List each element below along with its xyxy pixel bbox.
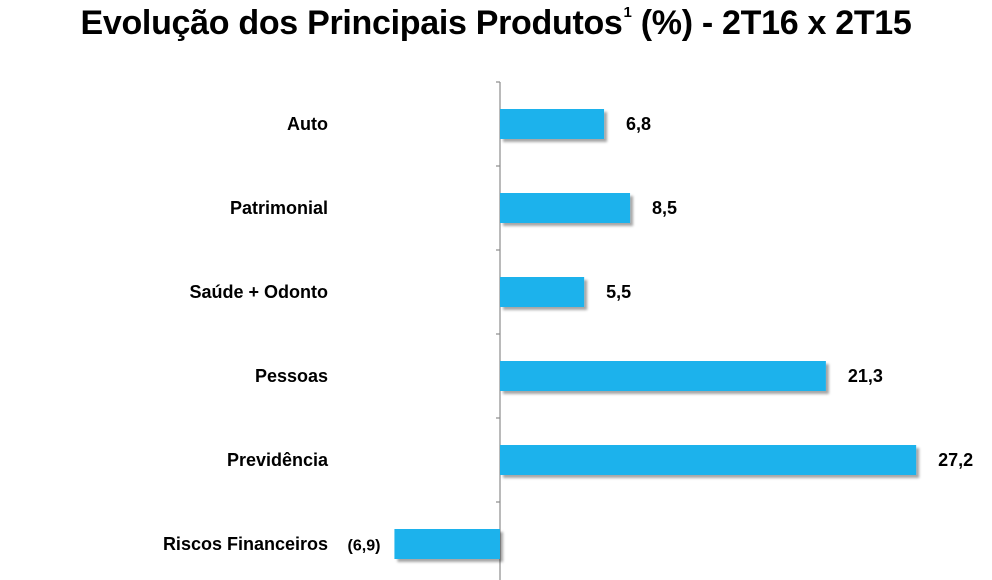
chart-title: Evolução dos Principais Produtos1 (%) - … bbox=[0, 4, 992, 43]
value-label-2: 5,5 bbox=[606, 282, 631, 302]
category-label-1: Patrimonial bbox=[230, 198, 328, 218]
category-label-4: Previdência bbox=[227, 450, 329, 470]
value-label-4: 27,2 bbox=[938, 450, 973, 470]
chart-title-main: Evolução dos Principais Produtos bbox=[80, 4, 623, 42]
bar-3 bbox=[500, 361, 826, 391]
category-label-3: Pessoas bbox=[255, 366, 328, 386]
bar-2 bbox=[500, 277, 585, 307]
bar-4 bbox=[500, 445, 917, 475]
bar-0 bbox=[500, 109, 605, 139]
bar-5 bbox=[394, 529, 500, 559]
value-label-5: (6,9) bbox=[348, 538, 381, 555]
category-label-0: Auto bbox=[287, 114, 328, 134]
value-label-1: 8,5 bbox=[652, 198, 677, 218]
value-label-3: 21,3 bbox=[848, 366, 883, 386]
chart-title-superscript: 1 bbox=[623, 4, 632, 21]
value-axis bbox=[496, 81, 501, 580]
bar-1 bbox=[500, 193, 631, 223]
labels: Auto 6,8 Patrimonial 8,5 Saúde + Odonto 5,5 Pe… bbox=[163, 114, 973, 555]
bars bbox=[394, 109, 917, 559]
category-label-2: Saúde + Odonto bbox=[189, 282, 328, 302]
value-label-0: 6,8 bbox=[626, 114, 651, 134]
category-label-5: Riscos Financeiros bbox=[163, 534, 328, 554]
chart-title-suffix: (%) - 2T16 x 2T15 bbox=[631, 4, 912, 42]
